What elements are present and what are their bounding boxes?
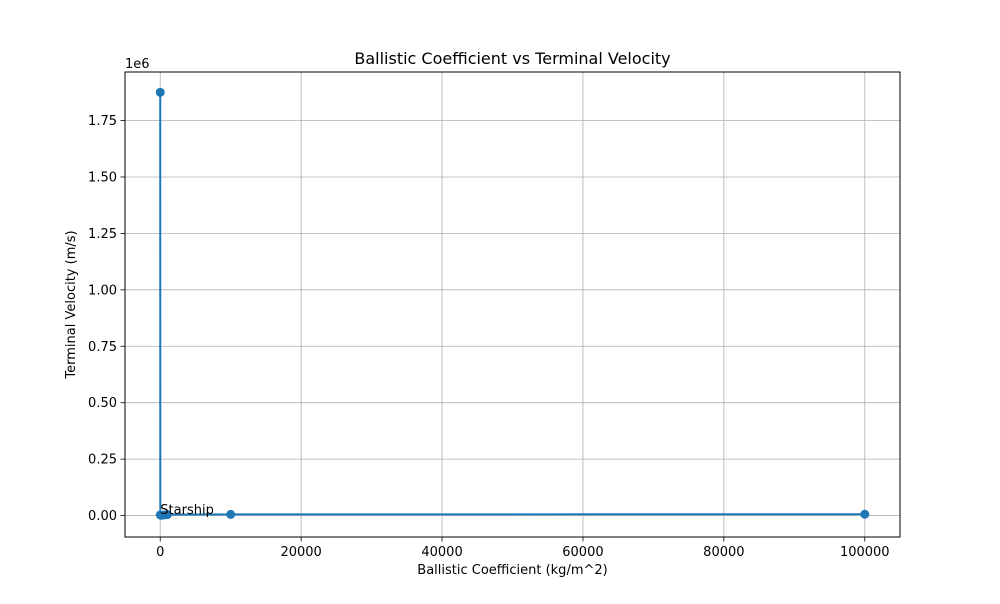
x-tick-label: 40000 bbox=[421, 545, 462, 560]
y-tick-label: 1.25 bbox=[88, 227, 117, 242]
data-point bbox=[226, 509, 236, 519]
y-axis-offset-label: 1e6 bbox=[125, 57, 150, 72]
tick-layer: 0 20000 40000 60000 80000 100000 0.00 0.25 0.50 0… bbox=[88, 114, 890, 560]
data-point bbox=[155, 87, 165, 97]
data-point bbox=[162, 510, 172, 520]
y-tick-label: 0.25 bbox=[88, 453, 117, 468]
x-tick-label: 0 bbox=[156, 545, 164, 560]
point-annotation: Starship bbox=[160, 503, 214, 518]
x-axis-label: Ballistic Coefficient (kg/m^2) bbox=[417, 563, 607, 578]
y-tick-label: 0.75 bbox=[88, 340, 117, 355]
x-tick-label: 20000 bbox=[280, 545, 321, 560]
y-tick-label: 1.75 bbox=[88, 114, 117, 129]
y-tick-label: 1.50 bbox=[88, 170, 117, 185]
y-tick-label: 0.50 bbox=[88, 396, 117, 411]
chart-title: Ballistic Coefficient vs Terminal Veloci… bbox=[354, 49, 670, 68]
x-tick-label: 80000 bbox=[703, 545, 744, 560]
x-tick-label: 60000 bbox=[562, 545, 603, 560]
data-point bbox=[860, 509, 870, 519]
y-axis-label: Terminal Velocity (m/s) bbox=[64, 230, 79, 379]
series-layer: Starship bbox=[155, 87, 870, 520]
y-tick-label: 0.00 bbox=[88, 509, 117, 524]
x-tick-label: 100000 bbox=[840, 545, 890, 560]
y-tick-label: 1.00 bbox=[88, 283, 117, 298]
grid-layer bbox=[125, 72, 900, 537]
plot-frame bbox=[124, 71, 901, 538]
